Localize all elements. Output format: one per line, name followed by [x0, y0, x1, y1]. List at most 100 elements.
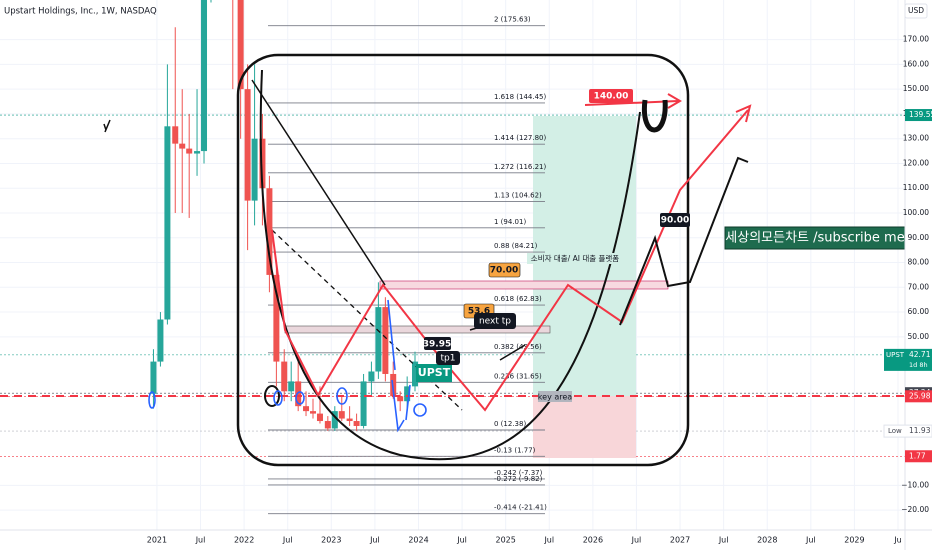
candle-body: [150, 361, 157, 394]
candle-body: [375, 307, 382, 372]
candle-body: [201, 0, 208, 152]
x-tick-label: Jul: [805, 536, 816, 545]
y-tick-label: 120.00: [903, 158, 929, 167]
label-box: [436, 351, 460, 365]
price-label-box: [905, 109, 932, 122]
chart-title: Upstart Holdings, Inc., 1W, NASDAQ: [4, 7, 157, 17]
x-tick-label: 2024: [408, 536, 428, 545]
price-label-box: [884, 348, 932, 371]
label-box: [488, 262, 521, 278]
x-tick-label: 2021: [147, 536, 167, 545]
candle-body: [404, 386, 411, 402]
candle-body: [316, 413, 323, 422]
x-tick-label: Jul: [543, 536, 554, 545]
price-label: 25.98: [909, 391, 931, 400]
y-tick-label: 110.00: [903, 183, 929, 192]
fib-label: 0.618 (62.83): [494, 295, 542, 303]
price-label-box: [905, 390, 932, 403]
candle-body: [179, 143, 186, 149]
candle-body: [353, 421, 360, 426]
y-tick-label: 170.00: [903, 35, 929, 44]
price-label: 42.71: [909, 350, 931, 359]
candle-body: [303, 406, 310, 412]
long-stop-zone: [533, 396, 636, 458]
x-tick-label: Jul: [282, 536, 293, 545]
annotation-label: 39.95: [423, 340, 451, 350]
y-tick-label: 50.00: [908, 332, 930, 341]
price-label-sub: 1d 8h: [909, 361, 928, 369]
price-label-name: Low: [888, 427, 902, 435]
price-label: 139.55: [909, 110, 932, 119]
annotation-label: next tp: [479, 317, 511, 327]
candle-body: [164, 126, 171, 320]
x-tick-label: Jul: [456, 536, 467, 545]
candle-body: [288, 381, 295, 392]
annotation-label: key area: [538, 393, 572, 402]
fib-label: 0.236 (31.65): [494, 372, 542, 380]
circle-mark: [264, 385, 280, 407]
freehand-mark: [103, 119, 111, 133]
candle-body: [273, 274, 280, 362]
y-tick-label: 130.00: [903, 134, 929, 143]
annotation-label: 세상의모든차트 /subscribe me: [725, 231, 904, 246]
y-tick-label: 80.00: [908, 258, 930, 267]
fib-label: 1 (94.01): [494, 218, 526, 226]
y-tick-label: 160.00: [903, 59, 929, 68]
fib-label: 1.272 (116.21): [494, 163, 546, 171]
label-box: [527, 253, 623, 264]
cup-curve: [259, 69, 641, 461]
candle-body: [412, 361, 419, 387]
candle-body: [397, 396, 404, 402]
y-tick-label: 60.00: [908, 307, 930, 316]
fib-label: 1.13 (104.62): [494, 192, 542, 200]
time-axis-bg: [0, 530, 905, 550]
annotation-label: 소비자 대출/ AI 대출 플랫폼: [531, 253, 620, 263]
candle-body: [324, 421, 331, 429]
blue-drawings: [148, 299, 427, 433]
fib-label: 1.618 (144.45): [494, 93, 546, 101]
x-tick-label: Jul: [195, 536, 206, 545]
freehand-box: [236, 53, 690, 467]
annotation-label: 53.6: [468, 307, 490, 317]
fib-label: -0.13 (1.77): [494, 446, 536, 454]
x-tick-label: 2025: [496, 536, 516, 545]
x-tick-label: 2027: [670, 536, 690, 545]
candle-body: [244, 89, 251, 201]
y-tick-label: 90.00: [908, 233, 930, 242]
fib-label: 2 (175.63): [494, 16, 531, 24]
candle-body: [194, 151, 201, 154]
candle-body: [295, 381, 302, 407]
x-tick-label: 2023: [321, 536, 341, 545]
annotation-label: tp1: [441, 354, 456, 364]
fib-layer: 2 (175.63) 1.618 (144.45) 1.414 (127.80) 1.…: [268, 16, 547, 515]
fib-label: 1.414 (127.80): [494, 134, 546, 142]
axis-layer: 170.00 160.00 150.00 140.00 130.00 120.00 110.…: [147, 35, 932, 545]
projection-path-alt: [619, 156, 749, 326]
candle-body: [186, 148, 193, 154]
y-tick-label: −20.00: [901, 505, 929, 514]
price-label: 11.93: [909, 426, 931, 435]
y-tick-label: 70.00: [908, 282, 930, 291]
x-tick-label: 2026: [583, 536, 603, 545]
currency: USD: [908, 6, 924, 15]
price-axis-bg: [905, 0, 932, 550]
annotation-label: UPST: [418, 366, 451, 379]
zone-70: [379, 280, 669, 290]
candle-body: [157, 319, 164, 362]
x-tick-label: Ju: [893, 536, 901, 545]
projection-path: [271, 109, 749, 412]
candle-body: [331, 411, 338, 429]
fib-label: 0.88 (84.21): [494, 242, 538, 250]
candle-body: [310, 411, 317, 414]
y-tick-label: −10.00: [901, 480, 929, 489]
price-label-box: [883, 424, 932, 438]
candle-body: [172, 126, 179, 144]
candle-body: [360, 381, 367, 426]
candle-body: [281, 361, 288, 392]
price-label-name: UPST: [886, 351, 905, 359]
candle-body: [346, 418, 353, 422]
candle-body: [251, 138, 258, 201]
trend-line: [251, 79, 386, 286]
candle-body: [382, 307, 389, 374]
